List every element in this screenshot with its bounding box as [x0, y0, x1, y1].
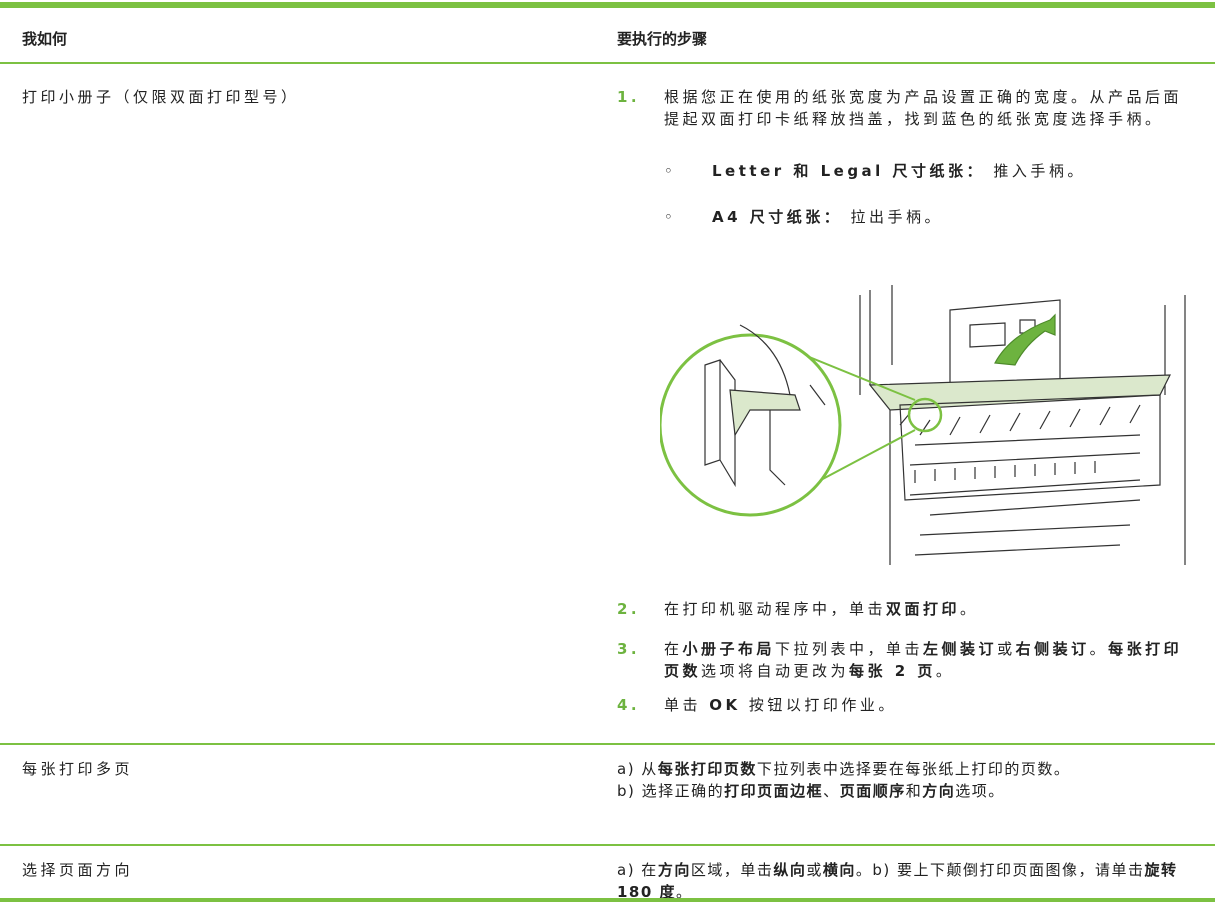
step-text: 在打印机驱动程序中，单击双面打印。 [664, 598, 1194, 620]
bold-text: A4 尺寸纸张： [712, 208, 843, 226]
text: 单击 [664, 696, 710, 714]
bold-text: 页面顺序 [839, 782, 906, 800]
text: 根据您正在使用的纸张宽度为产品设置正确的宽度。从产品后面提起双面打印卡纸释放挡盖… [664, 88, 1183, 128]
row-rule [0, 62, 1215, 64]
bold-text: 左侧装订 [923, 640, 998, 658]
illustration [660, 285, 1186, 565]
text: 、 [823, 782, 840, 800]
bold-text: 旋转 180 度 [617, 861, 1178, 901]
bold-text: 纵向 [773, 861, 807, 879]
column-header: 要执行的步骤 [617, 30, 708, 48]
bold-text: 每张 2 页 [849, 662, 936, 680]
bold-text: 横向 [822, 861, 856, 879]
text: a) 在 [617, 861, 658, 879]
step-number: 4. [617, 696, 641, 714]
text: a) 从 [617, 760, 658, 778]
bold-text: 双面打印 [886, 600, 961, 618]
bold-text: 每张打印页数 [664, 640, 1183, 680]
text: 和 [905, 782, 923, 800]
text: b) 选择正确的 [617, 782, 725, 800]
bold-text: 小册子布局 [682, 640, 776, 658]
bullet-text: A4 尺寸纸张： 拉出手柄。 [712, 206, 943, 228]
text: 推入手柄。 [985, 162, 1086, 180]
column-header: 我如何 [22, 30, 68, 48]
task: 选择页面方向 [22, 861, 134, 879]
step-number: 3. [617, 640, 641, 658]
text: 选项。 [955, 782, 1005, 800]
step-text: 根据您正在使用的纸张宽度为产品设置正确的宽度。从产品后面提起双面打印卡纸释放挡盖… [664, 86, 1194, 130]
step-number: 2. [617, 600, 641, 618]
bullet-marker: ◦ [664, 162, 677, 180]
text: 。b) 要上下颠倒打印页面图像，请单击 [855, 861, 1145, 879]
step-text: a) 从每张打印页数下拉列表中选择要在每张纸上打印的页数。 [617, 758, 1202, 780]
text: 选项将自动更改为 [701, 662, 850, 680]
step-text: 在小册子布局下拉列表中，单击左侧装订或右侧装订。每张打印页数选项将自动更改为每张… [664, 638, 1194, 682]
top-rule [0, 2, 1215, 8]
bold-text: 打印页面边框 [724, 782, 824, 800]
bottom-rule [0, 898, 1215, 902]
text: 在 [664, 640, 683, 658]
bullet-marker: ◦ [664, 208, 677, 226]
bold-text: 方向 [657, 861, 691, 879]
row-rule [0, 844, 1215, 846]
text: 区域，单击 [690, 861, 774, 879]
text: 或 [806, 861, 823, 879]
bold-text: 右侧装订 [1015, 640, 1090, 658]
task: 打印小册子（仅限双面打印型号） [22, 88, 300, 106]
text: 。 [676, 883, 693, 901]
task: 每张打印多页 [22, 760, 134, 778]
text: 。 [1089, 640, 1109, 658]
bullet-text: Letter 和 Legal 尺寸纸张： 推入手柄。 [712, 160, 1086, 182]
step-text: 单击 OK 按钮以打印作业。 [664, 694, 1194, 716]
text: 下拉列表中，单击 [775, 640, 924, 658]
text: 或 [997, 640, 1016, 658]
step-text: a) 在方向区域，单击纵向或横向。b) 要上下颠倒打印页面图像，请单击旋转 18… [617, 859, 1197, 903]
bold-text: OK [709, 696, 741, 714]
step-number: 1. [617, 88, 641, 106]
row-rule [0, 743, 1215, 745]
text: 。 [935, 662, 955, 680]
bold-text: 每张打印页数 [657, 760, 757, 778]
bold-text: Letter 和 Legal 尺寸纸张： [712, 162, 986, 180]
bold-text: 方向 [922, 782, 956, 800]
step-text: b) 选择正确的打印页面边框、页面顺序和方向选项。 [617, 780, 1202, 802]
text: 拉出手柄。 [842, 208, 944, 226]
text: 在打印机驱动程序中，单击 [664, 600, 887, 618]
text: 。 [960, 600, 979, 618]
text: 按钮以打印作业。 [740, 696, 897, 714]
text: 下拉列表中选择要在每张纸上打印的页数。 [756, 760, 1071, 778]
